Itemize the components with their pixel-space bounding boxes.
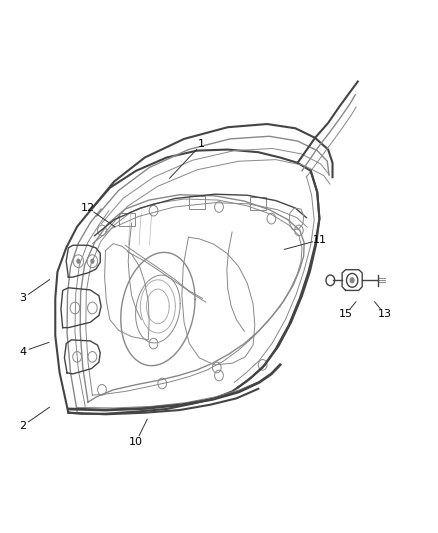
Text: 2: 2 (19, 421, 26, 431)
Text: 4: 4 (19, 346, 26, 357)
Text: 12: 12 (81, 203, 95, 213)
Circle shape (350, 277, 355, 284)
Bar (120, 213, 135, 226)
Text: 11: 11 (312, 235, 326, 245)
Text: 13: 13 (378, 309, 392, 319)
Text: 15: 15 (339, 309, 353, 319)
Circle shape (90, 259, 95, 264)
Text: 1: 1 (198, 139, 205, 149)
Text: 10: 10 (129, 437, 143, 447)
Text: 3: 3 (19, 293, 26, 303)
Bar (251, 197, 266, 210)
Bar (189, 196, 205, 209)
Circle shape (76, 259, 81, 264)
